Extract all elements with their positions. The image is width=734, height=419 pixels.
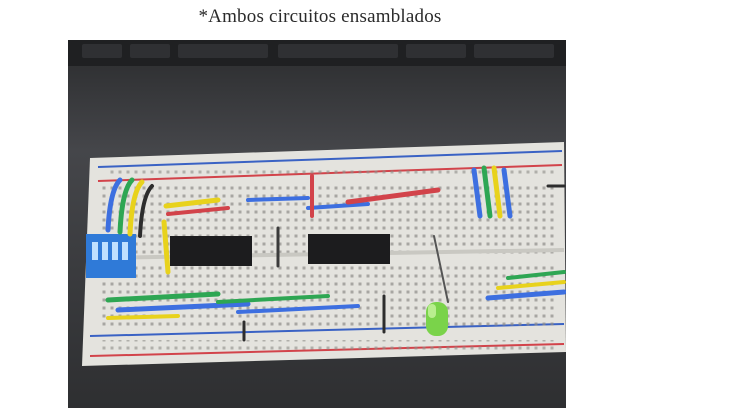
chip-right <box>308 234 390 264</box>
chip-left <box>170 236 252 266</box>
led <box>426 302 448 336</box>
jumper-wires <box>105 165 566 342</box>
breadboard-photo <box>68 40 566 408</box>
laptop-keyboard <box>68 40 566 66</box>
figure-caption: *Ambos circuitos ensamblados <box>198 6 442 27</box>
dip-switch <box>86 234 136 278</box>
